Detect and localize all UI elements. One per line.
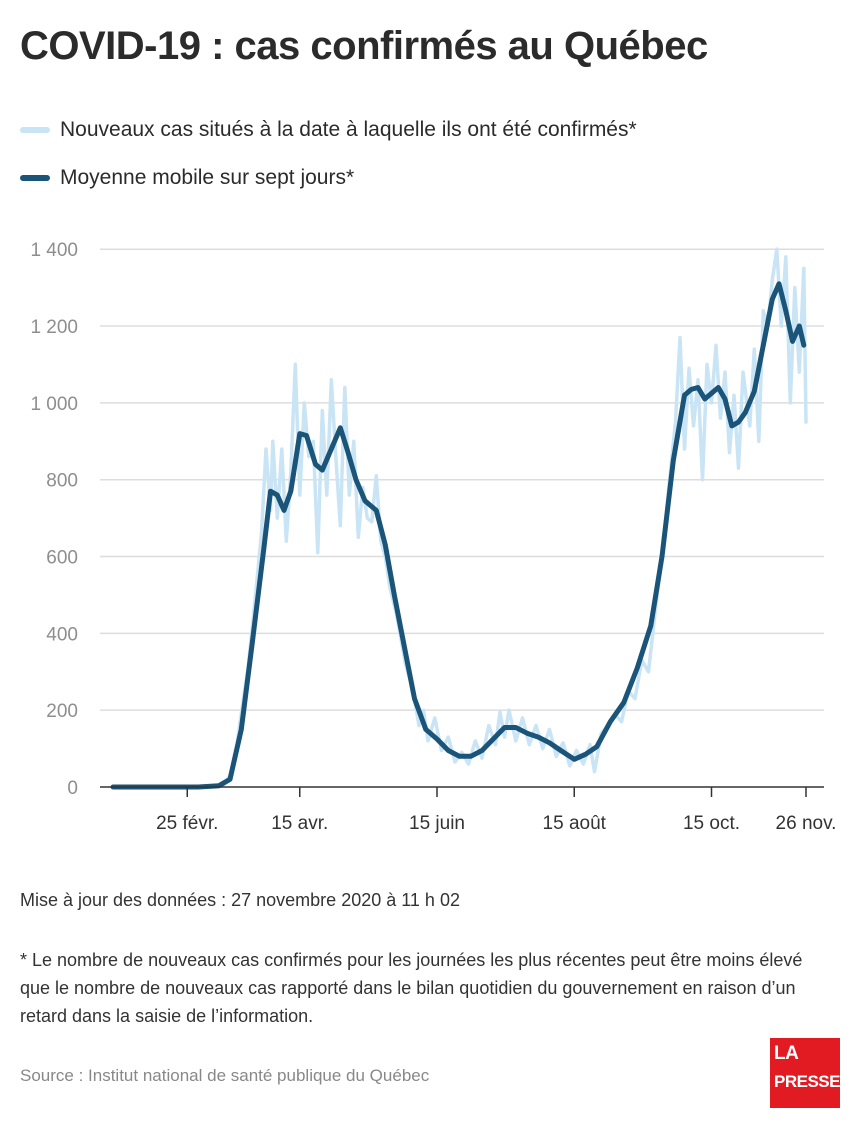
footnote: * Le nombre de nouveaux cas confirmés po…: [20, 950, 803, 1026]
logo-line-1: LA: [774, 1043, 799, 1064]
y-tick-label: 1 200: [30, 317, 78, 338]
logo-line-2: PRESSE: [774, 1072, 840, 1091]
y-tick-label: 400: [46, 624, 78, 645]
source-credit: Source : Institut national de santé publ…: [20, 1066, 430, 1085]
legend-item-average: Moyenne mobile sur sept jours*: [20, 154, 637, 202]
y-tick-label: 200: [46, 701, 78, 722]
x-tick-label: 15 avr.: [271, 813, 328, 834]
legend-label-daily: Nouveaux cas situés à la date à laquelle…: [60, 118, 637, 141]
chart-title: COVID-19 : cas confirmés au Québec: [20, 24, 708, 68]
chart-area: 0 200 400 600 800 1 000 1 200 1 400 25 févr. 15 a…: [30, 240, 837, 834]
legend-swatch-daily: [20, 127, 50, 133]
x-tick-label: 25 févr.: [156, 813, 218, 834]
legend-label-average: Moyenne mobile sur sept jours*: [60, 166, 355, 189]
x-tick-label: 15 juin: [409, 813, 465, 834]
x-tick-label: 15 oct.: [683, 813, 740, 834]
x-tick-label: 15 août: [543, 813, 607, 834]
legend-swatch-average: [20, 175, 50, 181]
y-tick-label: 1 400: [30, 240, 78, 261]
y-tick-label: 0: [67, 778, 78, 799]
la-presse-logo: LA PRESSE: [770, 1038, 840, 1108]
y-tick-label: 800: [46, 471, 78, 492]
legend-item-daily: Nouveaux cas situés à la date à laquelle…: [20, 106, 637, 154]
series-line-daily: [111, 247, 808, 789]
update-timestamp: Mise à jour des données : 27 novembre 20…: [20, 890, 460, 910]
y-tick-label: 600: [46, 548, 78, 569]
x-tick-label: 26 nov.: [776, 813, 837, 834]
y-tick-label: 1 000: [30, 394, 78, 415]
legend: Nouveaux cas situés à la date à laquelle…: [20, 106, 637, 202]
series-line-average: [110, 281, 807, 790]
